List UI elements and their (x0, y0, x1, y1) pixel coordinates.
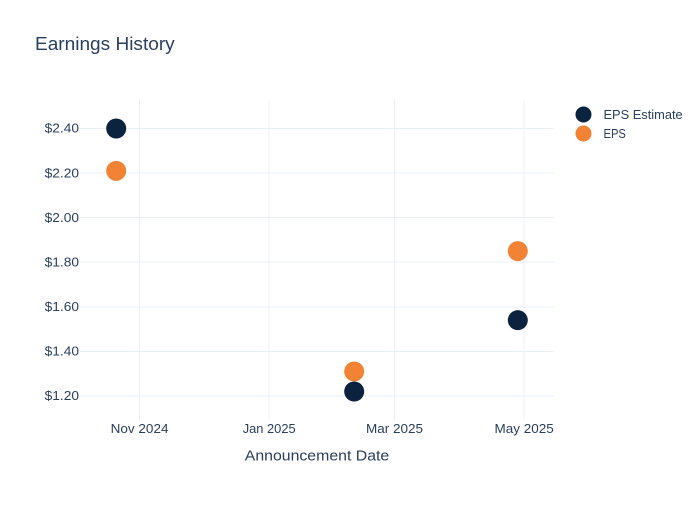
svg-text:EPS: EPS (603, 127, 625, 141)
svg-text:Jan 2025: Jan 2025 (243, 422, 296, 436)
svg-text:$1.80: $1.80 (45, 255, 79, 269)
svg-text:$2.40: $2.40 (45, 122, 79, 136)
svg-text:$1.40: $1.40 (45, 345, 79, 359)
svg-text:EPS Estimate: EPS Estimate (603, 108, 682, 122)
svg-text:$2.20: $2.20 (45, 166, 79, 180)
svg-text:Mar 2025: Mar 2025 (366, 422, 423, 436)
svg-text:Announcement Date: Announcement Date (245, 448, 389, 464)
svg-text:$2.00: $2.00 (45, 211, 79, 225)
svg-text:$1.20: $1.20 (45, 389, 79, 403)
svg-text:Nov 2024: Nov 2024 (111, 422, 169, 436)
svg-text:May 2025: May 2025 (495, 422, 554, 436)
svg-text:Earnings History: Earnings History (35, 34, 175, 54)
svg-text:$1.60: $1.60 (45, 300, 79, 314)
